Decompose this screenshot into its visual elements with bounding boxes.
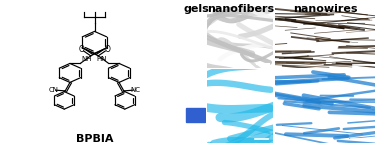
- Text: NC: NC: [130, 87, 141, 93]
- Text: gels: gels: [183, 4, 209, 14]
- Text: HN: HN: [97, 56, 107, 62]
- Bar: [186, 108, 205, 122]
- Text: BPBIA: BPBIA: [76, 134, 113, 144]
- Text: O: O: [79, 45, 85, 54]
- Text: CN: CN: [48, 87, 59, 93]
- Text: nanofibers: nanofibers: [207, 4, 274, 14]
- Text: NH: NH: [82, 56, 92, 62]
- Text: O: O: [104, 45, 110, 54]
- Text: nanowires: nanowires: [293, 4, 357, 14]
